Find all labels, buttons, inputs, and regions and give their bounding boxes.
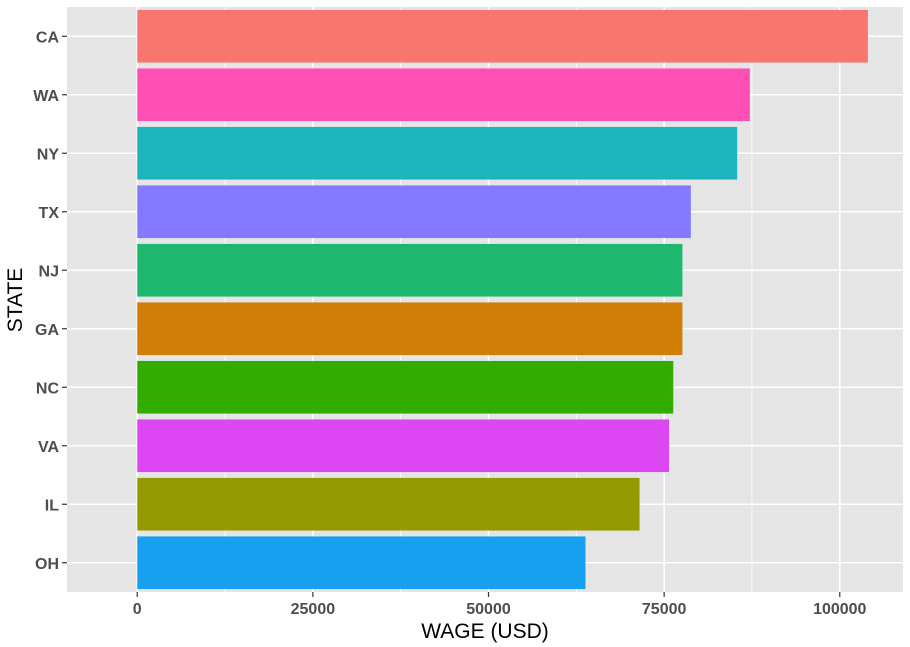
y-tick-label: NJ bbox=[39, 263, 59, 280]
y-tick-label: GA bbox=[35, 322, 59, 339]
bar-wa bbox=[137, 68, 750, 122]
x-tick-label: 0 bbox=[133, 601, 142, 618]
y-tick-label: IL bbox=[45, 497, 59, 514]
y-tick-label: TX bbox=[39, 205, 60, 222]
y-axis: CA WA NY TX NJ GA NC VA IL OH bbox=[33, 29, 67, 573]
y-tick-label: CA bbox=[36, 29, 60, 46]
x-tick-label: 100000 bbox=[813, 601, 866, 618]
bar-il bbox=[137, 477, 640, 531]
bar-ga bbox=[137, 302, 683, 356]
y-tick-label: WA bbox=[33, 88, 59, 105]
bars bbox=[137, 9, 868, 590]
x-axis-title: WAGE (USD) bbox=[421, 620, 549, 643]
bar-tx bbox=[137, 185, 691, 239]
bar-nj bbox=[137, 243, 683, 297]
y-tick-label: NY bbox=[37, 146, 60, 163]
x-tick-label: 75000 bbox=[642, 601, 687, 618]
bar-va bbox=[137, 419, 670, 473]
y-tick-label: VA bbox=[38, 439, 59, 456]
y-tick-label: NC bbox=[36, 380, 60, 397]
x-tick-label: 50000 bbox=[466, 601, 511, 618]
bar-oh bbox=[137, 536, 586, 590]
bar-nc bbox=[137, 360, 674, 414]
bar-ny bbox=[137, 126, 738, 180]
y-axis-title: STATE bbox=[4, 268, 27, 333]
y-tick-label: OH bbox=[35, 556, 59, 573]
x-axis: 0 25000 50000 75000 100000 bbox=[133, 592, 867, 618]
x-tick-label: 25000 bbox=[291, 601, 336, 618]
bar-ca bbox=[137, 9, 868, 63]
